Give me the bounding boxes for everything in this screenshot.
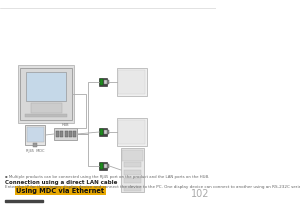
Bar	[104, 80, 106, 84]
Bar	[61, 131, 63, 137]
Bar	[104, 164, 106, 168]
Bar	[118, 70, 146, 94]
Bar	[99, 78, 107, 86]
Bar	[121, 148, 144, 192]
Bar	[25, 114, 67, 117]
Bar	[74, 131, 76, 137]
Bar	[122, 150, 142, 161]
Bar	[124, 170, 141, 175]
Bar	[54, 128, 77, 140]
Bar	[124, 186, 141, 191]
Bar	[18, 65, 74, 123]
Text: Using MDC via Ethernet: Using MDC via Ethernet	[16, 188, 104, 194]
Bar	[99, 128, 107, 136]
Bar	[31, 103, 62, 113]
Bar	[99, 162, 107, 170]
Bar	[107, 164, 110, 168]
Bar	[107, 130, 110, 134]
Bar	[124, 178, 141, 183]
Text: HUB: HUB	[62, 123, 69, 127]
Bar	[69, 131, 72, 137]
Bar	[107, 80, 110, 84]
Bar	[100, 79, 103, 85]
Bar	[65, 131, 68, 137]
Bar	[117, 118, 147, 146]
Text: Connection using a direct LAN cable: Connection using a direct LAN cable	[5, 180, 118, 185]
Bar	[117, 68, 147, 96]
Bar	[26, 72, 66, 101]
Bar	[104, 130, 106, 134]
Bar	[100, 129, 103, 135]
Bar	[100, 163, 103, 169]
Text: 102: 102	[191, 189, 209, 199]
Text: Enter the IP for the primary display device and connect the device to the PC. On: Enter the IP for the primary display dev…	[5, 185, 300, 189]
Bar	[20, 68, 72, 120]
Bar	[5, 200, 43, 202]
Bar	[56, 131, 59, 137]
Bar	[33, 143, 38, 147]
Text: ▪ Multiple products can be connected using the RJ45 port on the product and the : ▪ Multiple products can be connected usi…	[5, 175, 210, 179]
Bar	[27, 127, 44, 142]
Bar	[118, 120, 146, 144]
Bar	[25, 125, 45, 145]
Bar	[124, 162, 141, 167]
Text: RJ45  MDC: RJ45 MDC	[26, 149, 44, 153]
